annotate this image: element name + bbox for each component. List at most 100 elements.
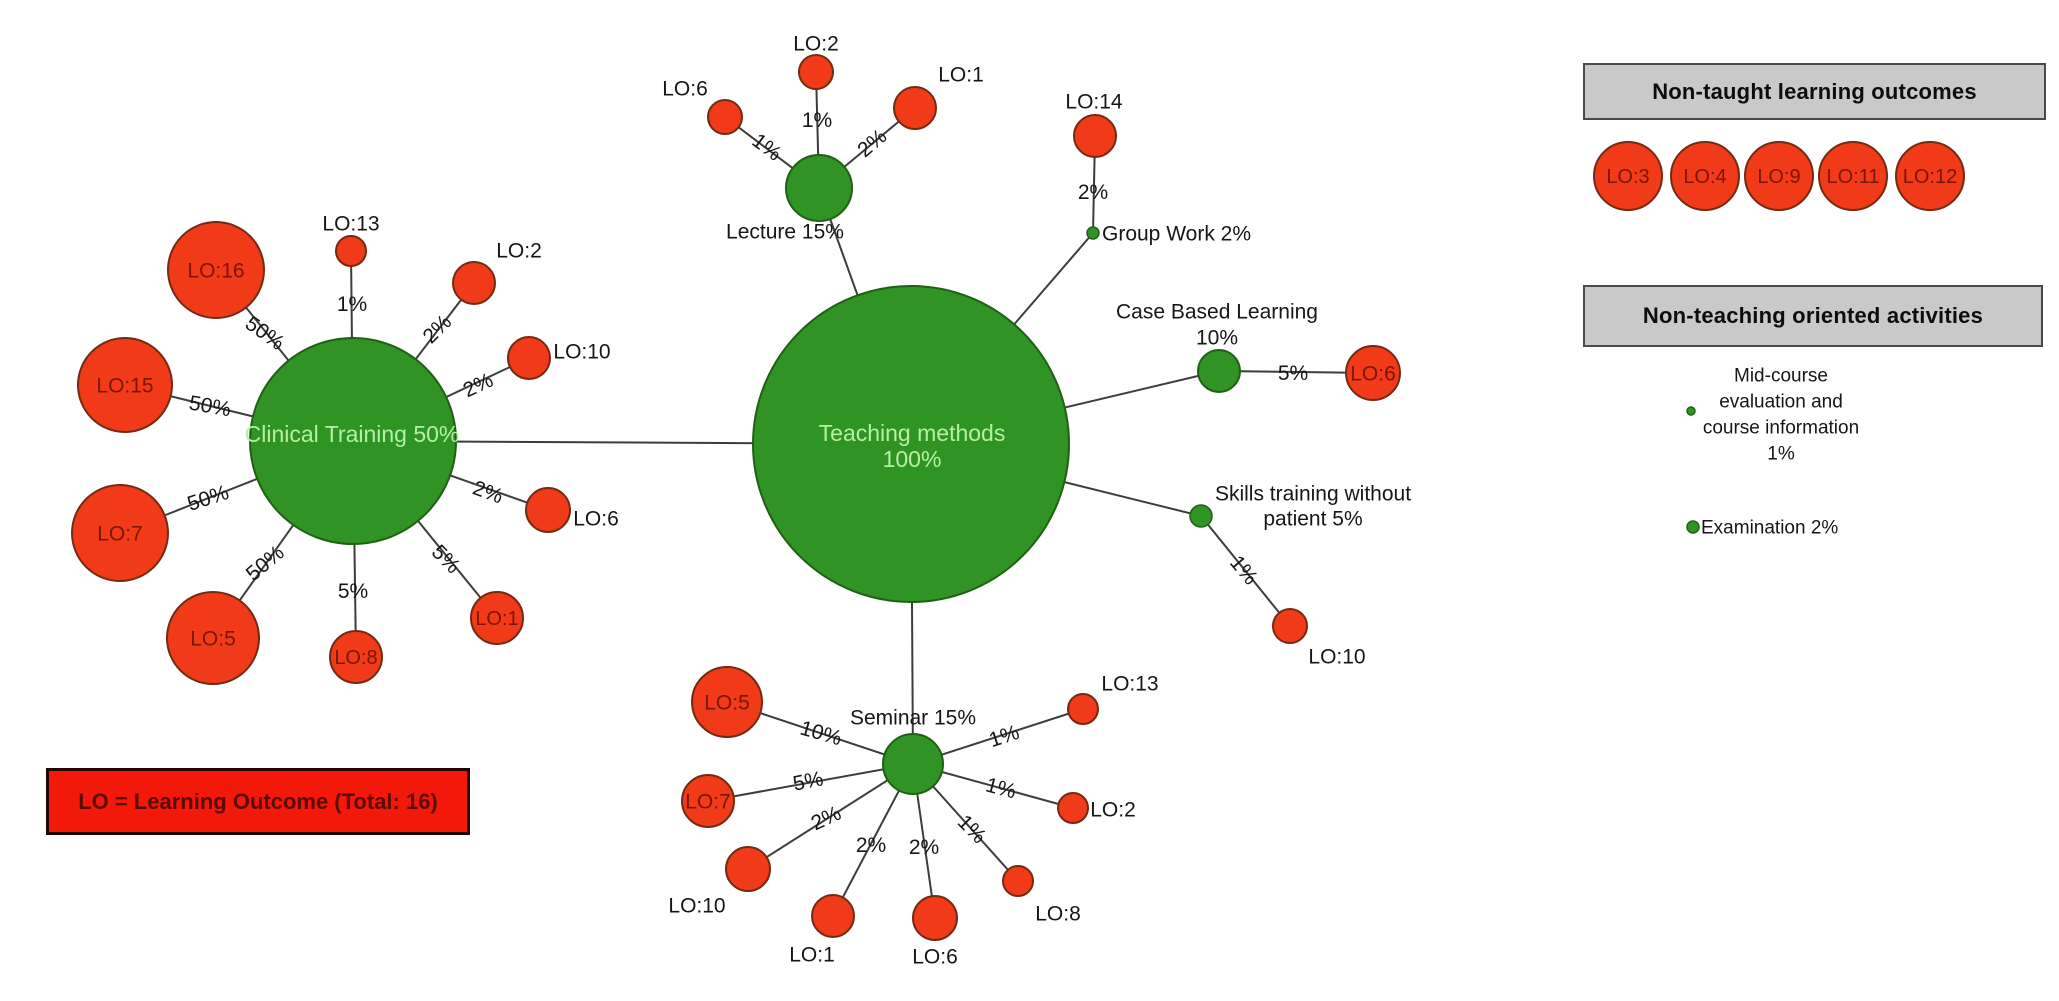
node-label-seminar: Seminar 15% <box>850 706 976 729</box>
node-label-lo8_c: LO:8 <box>334 647 377 669</box>
edge-label-clinical-lo15: 50% <box>187 392 232 422</box>
node-label-lo2_s: LO:2 <box>1090 798 1136 821</box>
node-lo13_s-outcome-circle <box>1067 693 1099 725</box>
node-lo4_leg-outcome-circle <box>1670 141 1740 211</box>
node-label-midcourse-line1: Mid-course <box>1734 366 1828 387</box>
node-lo10_sem-outcome-circle <box>725 846 771 892</box>
node-label-lo6_lec: LO:6 <box>662 77 708 100</box>
edge-label-seminar-lo8_s: 1% <box>953 810 991 848</box>
edge-seminar-lo10_sem <box>747 763 914 870</box>
node-label-lo1_s: LO:1 <box>789 943 835 966</box>
edge-label-clinical-lo7_c: 50% <box>185 481 232 516</box>
edge-skills-lo10_sk <box>1200 515 1291 627</box>
node-lo13_c-outcome-circle <box>335 235 367 267</box>
edge-label-seminar-lo10_sem: 2% <box>808 802 845 836</box>
node-lo5_s-outcome-circle <box>691 666 763 738</box>
node-lo14-outcome-circle <box>1073 114 1117 158</box>
edge-label-clinical-lo6_c: 2% <box>470 476 506 508</box>
edge-label-clinical-lo10_c: 2% <box>460 369 497 403</box>
edge-label-groupwork-lo14: 2% <box>1078 181 1108 204</box>
node-label-groupwork: Group Work 2% <box>1102 222 1251 245</box>
edge-label-seminar-lo7_s: 5% <box>791 767 825 795</box>
edge-label-cbl-lo6_cbl: 5% <box>1278 362 1308 385</box>
node-lo6_s-outcome-circle <box>912 895 958 941</box>
node-label-lo2_lec: LO:2 <box>793 32 839 55</box>
node-label-lo6_s: LO:6 <box>912 945 958 968</box>
node-label-lo3_leg: LO:3 <box>1606 166 1649 188</box>
edge-label-clinical-lo13_c: 1% <box>337 293 367 316</box>
lo-note-box: LO = Learning Outcome (Total: 16) <box>46 768 470 835</box>
node-label-lo9_leg: LO:9 <box>1757 166 1800 188</box>
node-lo7_s-outcome-circle <box>681 774 735 828</box>
node-label-lecture: Lecture 15% <box>726 220 844 243</box>
edge-label-clinical-lo5_c: 50% <box>242 541 289 586</box>
edge-label-seminar-lo1_s: 2% <box>856 834 886 857</box>
node-label-lo10_c: LO:10 <box>553 340 610 363</box>
edge-label-clinical-lo16: 50% <box>241 312 289 355</box>
node-lo11_leg-outcome-circle <box>1818 141 1888 211</box>
node-lo10_c-outcome-circle <box>507 336 551 380</box>
edge-label-seminar-lo6_s: 2% <box>909 836 939 859</box>
node-label-exam: Examination 2% <box>1701 518 1838 539</box>
node-label-teaching-line2: 100% <box>883 446 942 472</box>
node-label-clinical: Clinical Training 50% <box>245 421 460 447</box>
node-lo16-outcome-circle <box>167 221 265 319</box>
edge-label-clinical-lo2_c: 2% <box>418 310 456 348</box>
node-lo9_leg-outcome-circle <box>1744 141 1814 211</box>
node-label-lo15: LO:15 <box>96 374 153 397</box>
node-label-lo11_leg: LO:11 <box>1827 166 1880 188</box>
node-label-midcourse-line3: course information <box>1703 418 1859 439</box>
node-lo1_s-outcome-circle <box>811 894 855 938</box>
node-label-lo5_s: LO:5 <box>704 691 750 714</box>
edge-label-lecture-lo2_lec: 1% <box>802 109 832 132</box>
node-lo2_lec-outcome-circle <box>798 54 834 90</box>
edge-label-seminar-lo13_s: 1% <box>986 721 1022 752</box>
node-lecture-activity-circle <box>785 154 853 222</box>
node-lo10_sk-outcome-circle <box>1272 608 1308 644</box>
node-label-lo7_c: LO:7 <box>97 522 143 545</box>
node-label-lo1_c: LO:1 <box>475 608 518 630</box>
node-lo6_lec-outcome-circle <box>707 99 743 135</box>
node-lo2_c-outcome-circle <box>452 261 496 305</box>
node-exam-dot <box>1686 520 1700 534</box>
node-cbl-activity-circle <box>1197 349 1241 393</box>
node-label-lo7_s: LO:7 <box>685 790 731 813</box>
node-label-lo13_c: LO:13 <box>322 212 379 235</box>
edge-label-lecture-lo1_lec: 2% <box>853 125 891 162</box>
node-label-lo2_c: LO:2 <box>496 239 542 262</box>
edge-label-lecture-lo6_lec: 1% <box>748 129 786 166</box>
node-lo15-outcome-circle <box>77 337 173 433</box>
node-lo7_c-outcome-circle <box>71 484 169 582</box>
node-lo2_s-outcome-circle <box>1057 792 1089 824</box>
node-groupwork-dot <box>1086 226 1100 240</box>
node-midcourse-dot <box>1686 406 1696 416</box>
node-lo8_s-outcome-circle <box>1002 865 1034 897</box>
node-label-lo16: LO:16 <box>187 259 244 282</box>
legend-non-taught-box: Non-taught learning outcomes <box>1583 63 2046 120</box>
nodes-layer <box>71 54 1965 941</box>
node-skills-dot <box>1189 504 1213 528</box>
node-label-lo6_cbl: LO:6 <box>1350 362 1396 385</box>
node-label-skills-line2: patient 5% <box>1263 507 1362 530</box>
node-label-lo8_s: LO:8 <box>1035 902 1081 925</box>
edge-label-seminar-lo5_s: 10% <box>797 717 844 751</box>
node-lo1_c-outcome-circle <box>470 591 524 645</box>
node-label-teaching-line1: Teaching methods <box>819 420 1006 446</box>
node-label-lo1_lec: LO:1 <box>938 63 984 86</box>
node-label-lo10_sem: LO:10 <box>668 894 725 917</box>
node-label-cbl-line2: 10% <box>1196 326 1238 349</box>
node-lo8_c-outcome-circle <box>329 630 383 684</box>
node-seminar-activity-circle <box>882 733 944 795</box>
node-lo6_c-outcome-circle <box>525 487 571 533</box>
legend-non-taught-title: Non-taught learning outcomes <box>1652 78 1977 104</box>
node-label-lo6_c: LO:6 <box>573 507 619 530</box>
edge-seminar-lo7_s <box>707 763 914 802</box>
node-label-lo5_c: LO:5 <box>190 627 236 650</box>
legend-non-teaching-box: Non-teaching oriented activities <box>1583 285 2043 347</box>
node-lo5_c-outcome-circle <box>166 591 260 685</box>
node-lo1_lec-outcome-circle <box>893 86 937 130</box>
node-label-lo4_leg: LO:4 <box>1683 166 1726 188</box>
node-label-lo12_leg: LO:12 <box>1903 166 1957 188</box>
